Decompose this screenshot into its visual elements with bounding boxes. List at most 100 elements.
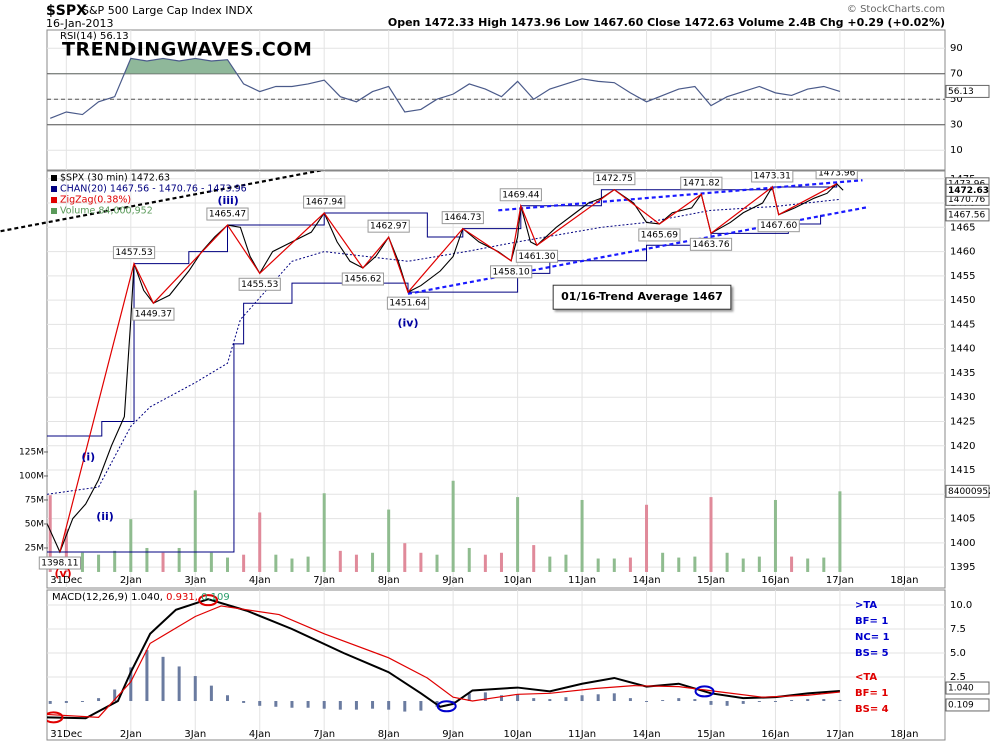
histogram-bar [258,701,262,706]
volume-bar [773,499,777,572]
watermark: TRENDINGWAVES.COM [62,39,312,61]
y-tick-label: 1430 [950,392,975,403]
signal-note: BS= 4 [855,704,889,715]
x-tick-label: 8Jan [378,575,400,586]
histogram-bar [338,701,342,710]
price-label-box [490,265,533,279]
histogram-bar [403,701,407,712]
x-tick-label: 16Jan [761,729,789,740]
price-label: 1467.94 [306,198,343,208]
value-tag: 1472.63 [948,186,989,196]
volume-bar [580,499,584,572]
price-label: 1398.11 [41,559,78,569]
volume-bar [725,552,729,572]
volume-bar [242,554,246,572]
macd-panel [46,589,946,741]
wave-label: (i) [81,450,95,463]
legend-entry: 0.931, [166,592,198,603]
y-tick-label: 1435 [950,368,975,379]
x-tick-label: 10Jan [504,729,532,740]
volume-bar [548,556,552,572]
value-tag-box [945,681,990,695]
histogram-bar [80,701,84,702]
histogram-bar [161,656,165,702]
histogram-bar [177,666,181,702]
axes: 103050709056.131395140014051410141514201… [19,43,990,740]
price-label: 1464.73 [444,213,481,223]
volume-bar [596,558,600,572]
x-tick-label: 15Jan [697,575,725,586]
y-tick-label: 1440 [950,344,975,355]
x-tick-label: 2Jan [120,575,142,586]
x-tick-label: 14Jan [632,729,660,740]
macd-legend: MACD(12,26,9) 1.040, 0.931, 0.109 [52,592,230,603]
volume-bar [129,519,133,572]
volume-bar [693,556,697,572]
macd-line [47,598,840,720]
value-tag-box [945,183,990,197]
legend-swatch [51,197,57,203]
volume-bar [322,493,326,572]
histogram-bar [451,701,455,702]
histogram-bar [48,701,52,704]
volume-bar [612,558,616,572]
histogram-bar [709,701,713,705]
price-label-box [680,176,723,190]
legend-swatch [51,208,57,214]
volume-bar [145,547,149,572]
price-label-box [303,195,346,209]
value-tag: 0.109 [948,700,974,710]
histogram-bar [741,701,745,704]
x-tick-label: 4Jan [249,575,271,586]
price-label-box [499,188,542,202]
price-label: 1473.31 [754,171,791,181]
y-tick-label: 50 [950,94,963,105]
value-tag: 84000952 [948,487,990,497]
value-tag-box [945,208,990,222]
price-label: 1467.60 [760,221,797,231]
volume-tick-label: 25M [25,543,44,553]
rsi-line [50,57,841,119]
volume-bar [258,512,262,572]
price-label: 1469.44 [502,190,539,200]
y-tick-label: 1465 [950,222,975,233]
value-tag: 56.13 [948,87,974,97]
x-tick-label: 3Jan [184,575,206,586]
volume-bar [161,552,165,572]
volume-bar [661,552,665,572]
price-label: 1471.82 [683,179,720,189]
volume-bar [677,557,681,572]
histogram-bar [64,701,68,703]
x-tick-label: 17Jan [826,729,854,740]
legend-swatch [51,175,57,181]
price-label: 1462.97 [370,222,407,232]
histogram-bar [306,701,310,708]
price-label: 1472.75 [596,174,633,184]
volume-bar [274,554,278,572]
volume-tick-label: 125M [19,447,44,457]
zigzag [59,183,837,553]
histogram-bar [113,689,117,702]
volume-bar [209,552,213,572]
volume-bar [226,557,230,572]
x-tick-label: 10Jan [504,575,532,586]
volume-bar [838,491,842,572]
price-label-box [751,171,794,183]
note-box [552,284,732,310]
volume-bar [371,552,375,572]
volume-bar [80,552,84,572]
quote: Open 1472.33 High 1473.96 Low 1467.60 Cl… [388,16,945,29]
price-label: 1449.37 [135,310,172,320]
volume-bar [338,550,342,572]
wave-label: (iv) [398,316,419,329]
y-tick-label: 1460 [950,247,975,258]
x-tick-label: 11Jan [568,575,596,586]
value-tag: 1467.56 [948,210,985,220]
volume-bar [48,495,52,572]
signal-note: BS= 5 [855,648,889,659]
legend-entry: MACD(12,26,9) 1.040, [52,592,163,603]
volume-bar [741,558,745,572]
histogram-bar [532,698,536,702]
histogram-bar [548,699,552,702]
x-tick-label: 31Dec [50,729,82,740]
